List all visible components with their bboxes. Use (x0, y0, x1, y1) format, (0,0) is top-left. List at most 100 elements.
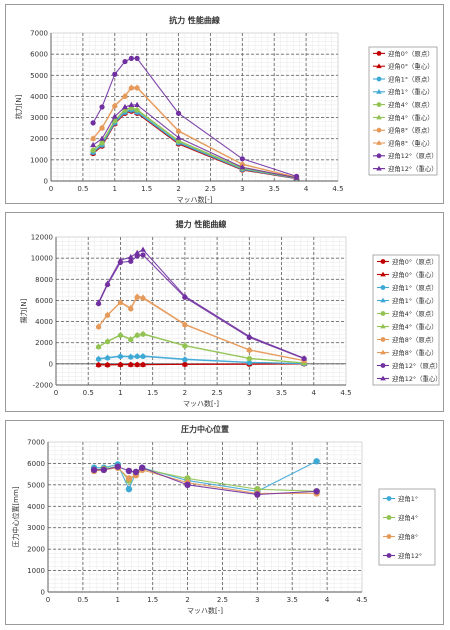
data-point (140, 246, 146, 252)
x-tick-label: 1.5 (147, 389, 158, 397)
legend-entry: 迎角12°（原点） (388, 151, 438, 160)
data-point (175, 137, 182, 143)
data-point (181, 342, 188, 348)
data-point (184, 481, 191, 489)
data-point (104, 361, 111, 367)
y-tick-label: 1000 (27, 567, 45, 575)
x-axis-label: マッハ数[-] (187, 606, 223, 615)
data-point (246, 333, 253, 339)
y-tick-label: 6000 (35, 297, 53, 305)
data-point (114, 463, 121, 470)
legend-entry: 迎角4°（重心） (392, 322, 438, 331)
data-point (111, 113, 118, 119)
y-tick-label: 4000 (35, 318, 53, 326)
data-point (127, 253, 134, 260)
legend-entry: 迎角8° (398, 532, 418, 541)
y-tick-label: 4000 (27, 503, 45, 511)
data-point (181, 361, 188, 367)
x-tick-label: 2 (176, 185, 180, 193)
drag-chart: 0 0.5 1 1.5 2 2.5 3 3.5 4 4.5 0 1000 2000 3000 4000 500… (14, 15, 438, 203)
y-tick-label: 6000 (27, 460, 45, 468)
x-tick-label: 1.5 (147, 596, 158, 604)
data-point (175, 127, 182, 133)
legend-swatch-marker (380, 285, 386, 290)
grid (51, 33, 338, 181)
data-point (90, 120, 96, 126)
x-tick-label: 0 (54, 389, 58, 397)
legend-entry: 迎角4°（原点） (388, 100, 434, 109)
legend-box (368, 46, 438, 176)
data-point (104, 311, 111, 317)
data-point (313, 458, 320, 465)
chart-title: 揚力 性能曲線 (176, 219, 227, 229)
data-point (132, 468, 140, 476)
data-point (117, 257, 124, 263)
data-point (181, 293, 188, 299)
legend-entry: 迎角0°（原点） (388, 49, 434, 58)
legend-entry: 迎角1° (398, 494, 418, 503)
x-tick-label: 0 (46, 596, 50, 604)
data-point (95, 343, 102, 349)
data-point (134, 331, 141, 337)
pressure-center-chart-panel: 0 0.5 1 1.5 2 2.5 3 3.5 4 4.5 0 1000 2000 3000 4000 500… (5, 420, 444, 625)
data-point (121, 103, 128, 110)
y-axis-label: 揚力[N] (19, 298, 28, 323)
legend-swatch-marker (380, 297, 386, 303)
data-point (95, 355, 102, 361)
y-tick-label: -2000 (33, 382, 53, 390)
legend-swatch-marker (376, 140, 382, 145)
legend: 迎角1° 迎角4° 迎角8° 迎角12° (378, 488, 436, 566)
legend-entry: 迎角0°（重心） (392, 270, 438, 279)
data-point (128, 55, 134, 61)
y-tick-label: 3000 (30, 114, 48, 122)
data-point (134, 352, 141, 359)
data-point (121, 92, 128, 98)
data-point (117, 352, 124, 359)
y-tick-label: 7000 (27, 439, 45, 447)
y-tick-label: 2000 (27, 546, 45, 554)
x-tick-label: 3.5 (287, 596, 298, 604)
x-tick-label: 3 (240, 185, 244, 193)
legend-entry: 迎角4°（原点） (392, 309, 438, 318)
data-point (293, 174, 300, 180)
x-tick-label: 2 (185, 596, 189, 604)
data-point (254, 491, 261, 498)
legend-entry: 迎角0°（原点） (392, 257, 438, 266)
data-point (181, 321, 188, 327)
x-tick-label: 3.5 (269, 185, 280, 193)
data-point (99, 104, 105, 110)
legend-entry: 迎角8°（重心） (388, 138, 434, 147)
legend-swatch-marker (380, 375, 386, 381)
legend-swatch-marker (380, 323, 386, 329)
x-tick-label: 0 (49, 185, 53, 193)
data-point (239, 160, 246, 167)
legend-entry: 迎角12° (398, 551, 422, 560)
legend-entry: 迎角8°（重心） (392, 348, 438, 357)
data-point (246, 355, 253, 361)
series-3 (90, 463, 320, 498)
data-point (125, 475, 133, 482)
lift-chart: 0 0.5 1 1.5 2 2.5 3 3.5 4 4.5-2000020004000600080… (19, 219, 442, 408)
data-point (95, 361, 102, 367)
x-tick-label: 3 (247, 389, 251, 397)
grid (48, 442, 362, 592)
series-9 (90, 101, 300, 180)
legend-swatch-marker (380, 259, 386, 264)
data-point (125, 485, 133, 493)
legend-swatch-marker (376, 165, 382, 171)
x-tick-label: 4 (304, 185, 309, 193)
x-tick-label: 1.5 (141, 185, 152, 193)
x-tick-label: 0.5 (83, 389, 94, 397)
y-tick-label: 8000 (35, 276, 53, 284)
x-tick-label: 2.5 (212, 389, 223, 397)
data-point (122, 58, 128, 65)
legend-swatch-marker (386, 496, 392, 501)
legend-box (378, 488, 436, 566)
x-tick-label: 2.5 (205, 185, 216, 193)
legend-swatch-marker (376, 76, 382, 82)
legend-swatch-marker (380, 271, 386, 277)
y-tick-label: 1000 (30, 156, 48, 164)
legend-entry: 迎角12°（重心） (392, 374, 442, 383)
data-point (175, 110, 182, 116)
series-7 (95, 293, 308, 363)
